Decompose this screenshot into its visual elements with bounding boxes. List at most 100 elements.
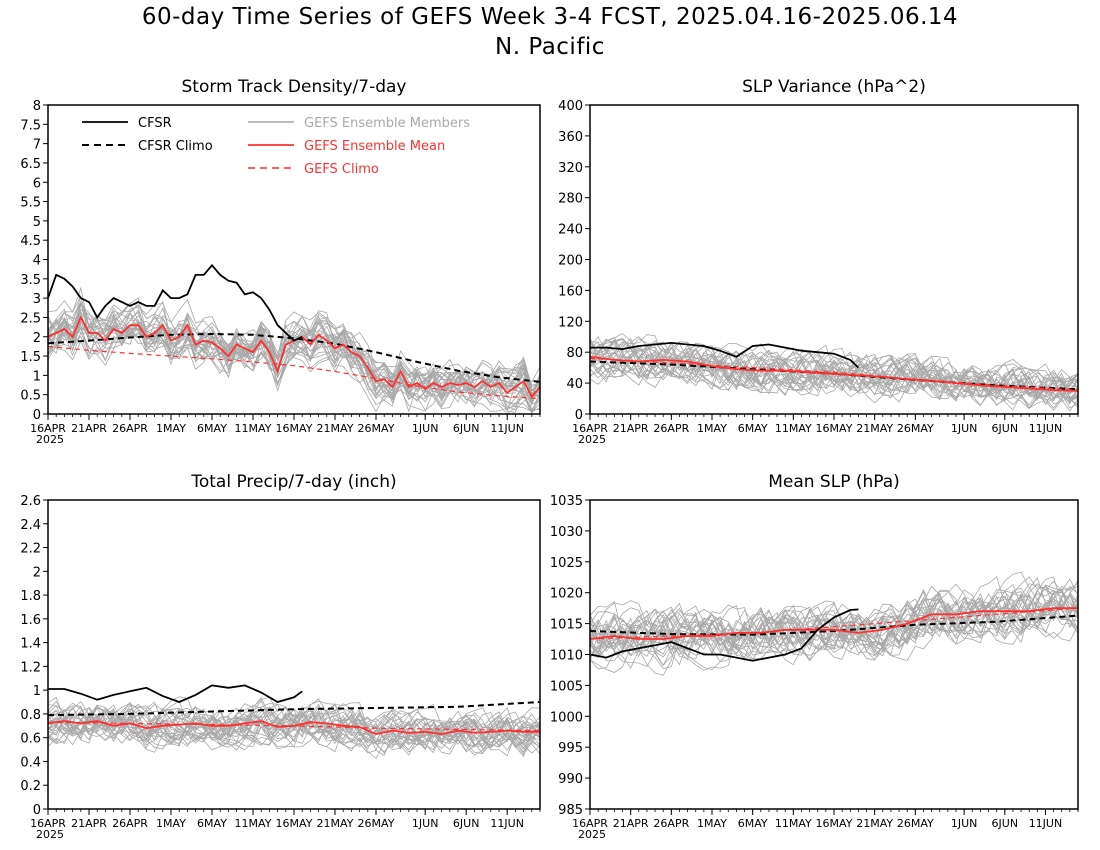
series-cfsr bbox=[47, 263, 303, 342]
x-year-label: 2025 bbox=[578, 828, 606, 841]
ensemble-member-line bbox=[47, 706, 541, 748]
y-tick-label: 995 bbox=[558, 741, 583, 756]
y-tick-label: 0.2 bbox=[20, 779, 41, 794]
x-tick-label: 26APR bbox=[653, 817, 689, 830]
x-tick-label: 6JUN bbox=[992, 817, 1019, 830]
ensemble-member-line bbox=[589, 593, 1079, 655]
y-tick-label: 0 bbox=[575, 408, 583, 423]
series-cfsr bbox=[589, 608, 859, 662]
x-tick-label: 1JUN bbox=[951, 422, 978, 435]
panel-4: Mean SLP (hPa) 985 990 995 1000 1005 1010 1015 1… bbox=[550, 472, 1079, 841]
y-tick-label: 990 bbox=[558, 772, 583, 787]
x-tick-label: 11JUN bbox=[1029, 817, 1063, 830]
panel-title: Mean SLP (hPa) bbox=[768, 472, 900, 492]
ensemble-members bbox=[589, 571, 1079, 676]
ensemble-member-line bbox=[47, 702, 541, 751]
panel-2: SLP Variance (hPa^2) 0 40 80 120 160 200 240 280… bbox=[558, 77, 1079, 446]
panel-3: Total Precip/7-day (inch)00.20.40.60.811… bbox=[20, 472, 541, 841]
y-tick-label: 1025 bbox=[550, 556, 583, 571]
y-tick-label: 4.5 bbox=[20, 234, 41, 249]
x-tick-label: 21APR bbox=[613, 422, 649, 435]
y-tick-label: 240 bbox=[558, 223, 583, 238]
y-tick-label: 1010 bbox=[550, 649, 583, 664]
series-cfsr bbox=[48, 684, 303, 703]
x-tick-label: 21APR bbox=[71, 817, 107, 830]
x-tick-label: 1JUN bbox=[412, 422, 439, 435]
ensemble-member-line bbox=[47, 306, 541, 413]
ensemble-member-line bbox=[589, 595, 1079, 660]
x-tick-label: 16APR bbox=[572, 817, 608, 830]
x-year-label: 2025 bbox=[578, 433, 606, 446]
x-tick-label: 26APR bbox=[112, 817, 148, 830]
series-gefs-ensemble-mean bbox=[47, 720, 540, 736]
x-tick-label: 16APR bbox=[572, 422, 608, 435]
x-tick-label: 11MAY bbox=[775, 422, 812, 435]
x-tick-label: 16MAY bbox=[816, 817, 853, 830]
ensemble-member-line bbox=[47, 294, 541, 403]
x-tick-label: 1MAY bbox=[697, 817, 727, 830]
y-tick-label: 1.5 bbox=[20, 350, 41, 365]
legend-label-cfsr_climo: CFSR Climo bbox=[138, 139, 213, 154]
legend-label-gefs_mean: GEFS Ensemble Mean bbox=[304, 139, 445, 154]
x-tick-label: 21APR bbox=[71, 422, 107, 435]
ensemble-member-line bbox=[47, 700, 541, 746]
series-gefs-climo bbox=[589, 607, 1079, 640]
series-gefs-climo bbox=[47, 345, 541, 400]
ensemble-member-line bbox=[589, 340, 1079, 400]
panel-title: SLP Variance (hPa^2) bbox=[742, 77, 926, 97]
x-tick-label: 1MAY bbox=[156, 817, 186, 830]
x-tick-label: 6JUN bbox=[453, 422, 480, 435]
y-tick-label: 0 bbox=[33, 408, 41, 423]
y-tick-label: 1 bbox=[33, 684, 41, 699]
y-tick-label: 985 bbox=[558, 803, 583, 818]
figure-subtitle: N. Pacific bbox=[495, 34, 605, 60]
y-tick-label: 0.6 bbox=[20, 732, 41, 747]
x-tick-label: 1MAY bbox=[156, 422, 186, 435]
y-tick-label: 400 bbox=[558, 99, 583, 114]
x-tick-label: 1MAY bbox=[697, 422, 727, 435]
legend-label-members: GEFS Ensemble Members bbox=[304, 116, 470, 131]
series-gefs-ensemble-mean bbox=[589, 607, 1078, 640]
plot-frame bbox=[47, 499, 541, 810]
x-tick-label: 21MAY bbox=[856, 422, 893, 435]
y-tick-label: 80 bbox=[566, 346, 583, 361]
series-cfsr bbox=[590, 341, 860, 369]
legend: CFSR CFSR Climo GEFS Ensemble Members GEFS … bbox=[82, 116, 470, 177]
x-tick-label: 6MAY bbox=[738, 817, 768, 830]
y-tick-label: 40 bbox=[566, 377, 583, 392]
y-tick-label: 5.5 bbox=[20, 196, 41, 211]
panel-title: Storm Track Density/7-day bbox=[182, 77, 407, 97]
panel-1: Storm Track Density/7-day 0 0.5 1 1.5 2 2.5 3 3.… bbox=[20, 77, 541, 446]
x-tick-label: 6MAY bbox=[197, 817, 227, 830]
y-tick-label: 1.6 bbox=[20, 613, 41, 628]
x-tick-label: 1JUN bbox=[412, 817, 439, 830]
ensemble-member-line bbox=[589, 336, 1079, 401]
x-tick-label: 6JUN bbox=[992, 422, 1019, 435]
legend-label-gefs_climo: GEFS Climo bbox=[304, 162, 379, 177]
x-tick-label: 21MAY bbox=[856, 817, 893, 830]
ensemble-members bbox=[47, 286, 541, 415]
ensemble-member-line bbox=[47, 703, 541, 746]
y-tick-label: 2.4 bbox=[20, 518, 41, 533]
y-tick-label: 1000 bbox=[550, 710, 583, 725]
x-tick-label: 6MAY bbox=[197, 422, 227, 435]
y-tick-label: 8 bbox=[33, 99, 41, 114]
legend-label-cfsr: CFSR bbox=[138, 116, 172, 131]
x-tick-label: 6JUN bbox=[453, 817, 480, 830]
figure-title: 60-day Time Series of GEFS Week 3-4 FCST… bbox=[141, 4, 959, 30]
x-year-label: 2025 bbox=[36, 828, 64, 841]
y-tick-label: 1 bbox=[33, 369, 41, 384]
series-gefs-climo bbox=[589, 357, 1079, 391]
y-tick-label: 1.8 bbox=[20, 589, 41, 604]
ensemble-member-line bbox=[589, 576, 1079, 669]
ensemble-member-line bbox=[47, 316, 541, 405]
y-tick-label: 4 bbox=[33, 254, 41, 269]
y-tick-label: 0 bbox=[33, 803, 41, 818]
x-tick-label: 11JUN bbox=[490, 422, 524, 435]
y-tick-label: 360 bbox=[558, 130, 583, 145]
y-tick-label: 0.8 bbox=[20, 708, 41, 723]
y-tick-label: 7 bbox=[33, 138, 41, 153]
x-tick-label: 11MAY bbox=[235, 422, 272, 435]
y-tick-label: 1.2 bbox=[20, 660, 41, 675]
x-tick-label: 26APR bbox=[653, 422, 689, 435]
